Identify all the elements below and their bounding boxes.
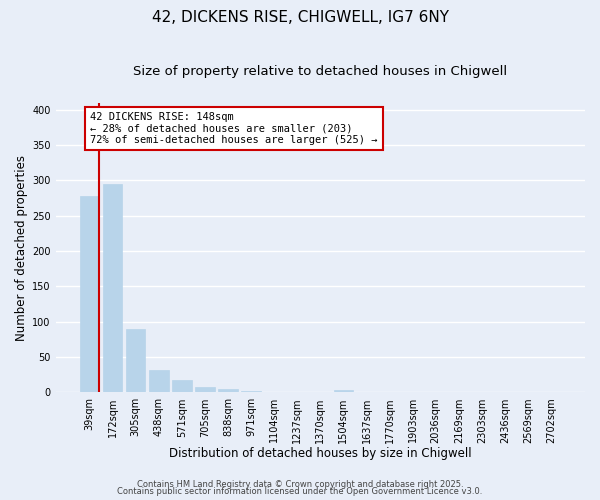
- X-axis label: Distribution of detached houses by size in Chigwell: Distribution of detached houses by size …: [169, 447, 472, 460]
- Y-axis label: Number of detached properties: Number of detached properties: [15, 154, 28, 340]
- Bar: [334, 390, 353, 392]
- Bar: [80, 196, 100, 392]
- Bar: [149, 370, 169, 392]
- Bar: [241, 391, 261, 392]
- Bar: [195, 386, 215, 392]
- Text: 42, DICKENS RISE, CHIGWELL, IG7 6NY: 42, DICKENS RISE, CHIGWELL, IG7 6NY: [151, 10, 449, 25]
- Bar: [172, 380, 191, 392]
- Bar: [218, 389, 238, 392]
- Title: Size of property relative to detached houses in Chigwell: Size of property relative to detached ho…: [133, 65, 508, 78]
- Text: Contains public sector information licensed under the Open Government Licence v3: Contains public sector information licen…: [118, 488, 482, 496]
- Text: Contains HM Land Registry data © Crown copyright and database right 2025.: Contains HM Land Registry data © Crown c…: [137, 480, 463, 489]
- Text: 42 DICKENS RISE: 148sqm
← 28% of detached houses are smaller (203)
72% of semi-d: 42 DICKENS RISE: 148sqm ← 28% of detache…: [90, 112, 377, 145]
- Bar: [126, 329, 145, 392]
- Bar: [103, 184, 122, 392]
